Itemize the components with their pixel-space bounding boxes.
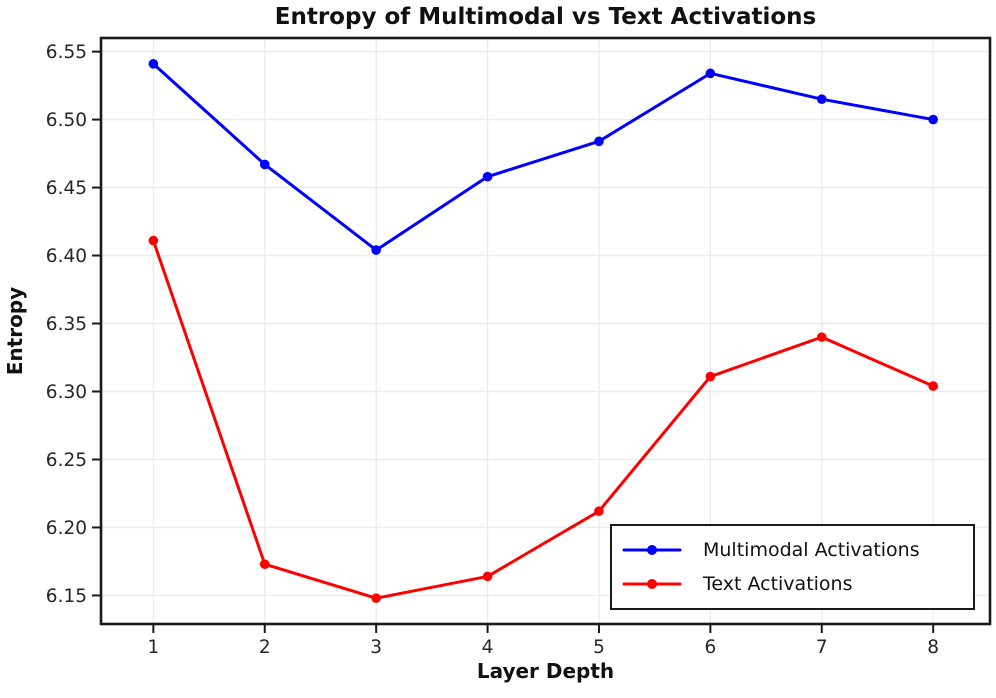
x-tick-label: 5	[593, 637, 605, 658]
y-tick-label: 6.45	[46, 178, 87, 199]
x-tick-label: 2	[259, 637, 271, 658]
data-point	[482, 171, 493, 182]
data-point	[928, 381, 938, 391]
data-point	[371, 593, 381, 603]
y-tick-label: 6.30	[46, 382, 87, 403]
legend-item-multimodal: Multimodal Activations	[622, 539, 973, 561]
x-tick-label: 3	[370, 637, 382, 658]
y-tick-label: 6.55	[46, 42, 87, 63]
x-axis-label: Layer Depth	[476, 659, 615, 683]
data-point	[816, 94, 827, 104]
data-point	[259, 559, 270, 569]
legend-label-text: Text Activations	[703, 573, 853, 596]
legend-label-multimodal: Multimodal Activations	[703, 538, 920, 561]
data-point	[148, 235, 159, 246]
chart-title: Entropy of Multimodal vs Text Activation…	[274, 4, 817, 30]
legend-item-text: Text Activations	[622, 573, 973, 595]
x-tick-label: 1	[147, 637, 159, 658]
y-tick-label: 6.50	[46, 110, 87, 131]
data-point	[705, 371, 716, 382]
x-tick-label: 8	[927, 637, 939, 658]
legend-sample-line-multimodal	[622, 544, 682, 555]
y-tick-label: 6.20	[46, 518, 87, 539]
axes-box	[99, 36, 992, 626]
legend-sample-line-text	[622, 579, 682, 590]
data-point	[259, 159, 270, 170]
x-tick-label: 4	[482, 637, 494, 658]
y-tick-label: 6.15	[46, 586, 87, 607]
data-point	[594, 136, 604, 147]
y-tick-label: 6.25	[46, 450, 87, 471]
y-tick-label: 6.40	[46, 246, 87, 267]
series-line-1	[151, 239, 935, 600]
data-point	[482, 571, 493, 582]
legend: Multimodal Activations Text Activations	[610, 524, 975, 610]
data-point	[705, 68, 716, 79]
data-point	[371, 245, 381, 255]
data-point	[816, 332, 827, 342]
x-tick-label: 7	[816, 637, 828, 658]
series-line-0	[151, 62, 935, 252]
legend-marker	[647, 544, 657, 555]
y-tick-label: 6.35	[46, 314, 87, 335]
legend-marker	[647, 579, 657, 590]
data-point	[594, 506, 604, 516]
data-point	[148, 59, 159, 69]
data-point	[928, 114, 938, 125]
x-tick-label: 6	[704, 637, 716, 658]
